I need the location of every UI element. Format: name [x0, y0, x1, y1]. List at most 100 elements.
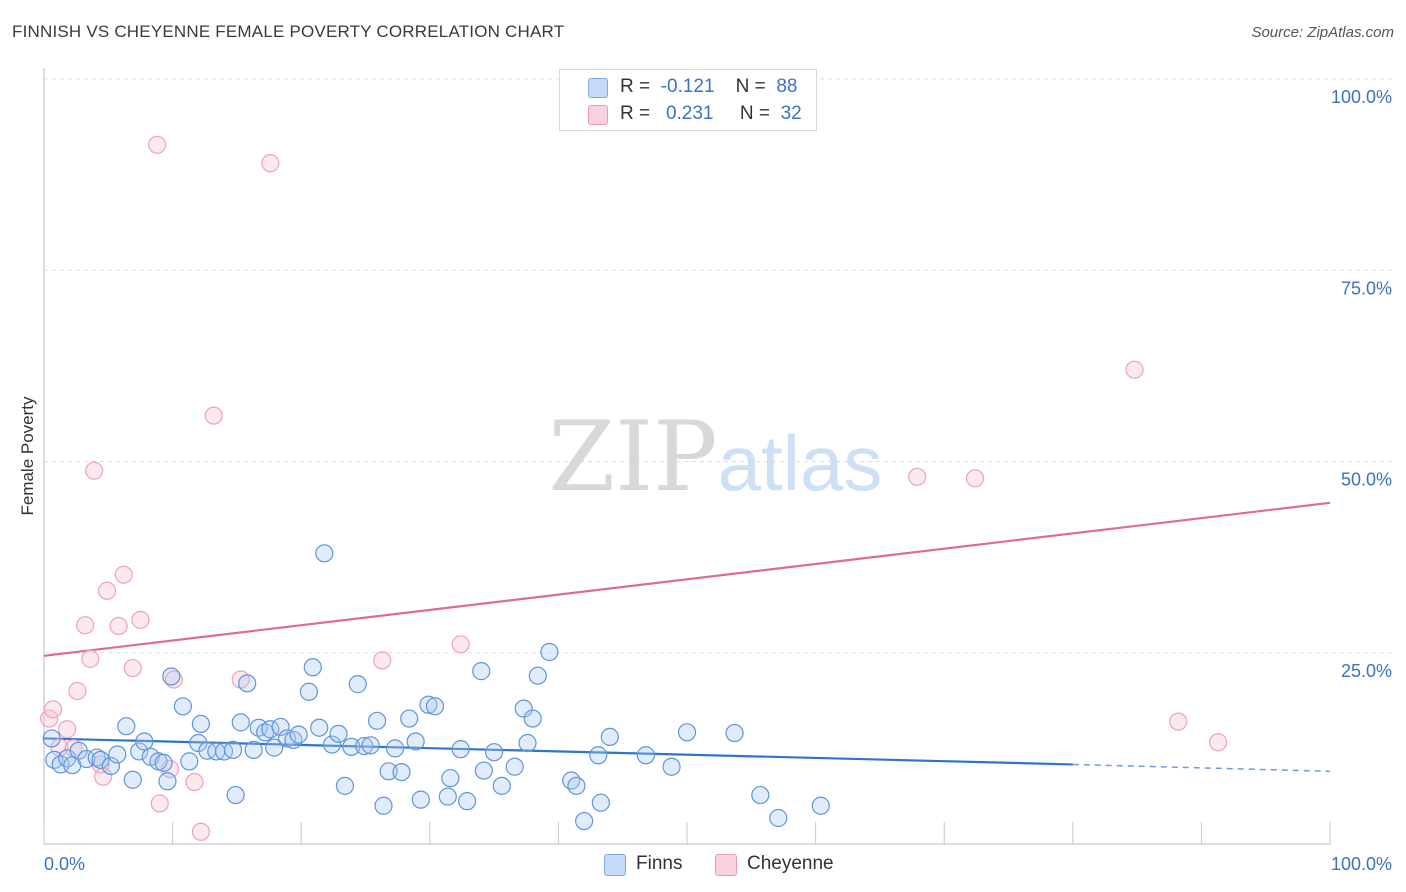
point-finns: [173, 697, 192, 716]
point-finns: [123, 770, 142, 789]
point-finns: [492, 776, 511, 795]
point-cheyenne: [1125, 360, 1144, 379]
legend-r-label: R =: [620, 76, 651, 97]
point-finns: [528, 666, 547, 685]
point-finns: [540, 642, 559, 662]
y-axis-tick-labels: 25.0% 50.0% 75.0% 100.0%: [1331, 87, 1392, 681]
point-cheyenne: [1209, 733, 1228, 752]
point-finns: [725, 723, 744, 743]
point-finns: [271, 717, 290, 737]
y-tick-label: 75.0%: [1341, 278, 1392, 298]
point-finns: [662, 757, 681, 776]
point-cheyenne: [68, 681, 87, 701]
point-finns: [567, 776, 586, 795]
point-finns: [158, 772, 177, 791]
point-finns: [472, 662, 491, 681]
legend-n-value: 88: [776, 76, 798, 97]
point-finns: [244, 740, 263, 760]
point-finns: [223, 740, 243, 760]
point-finns: [91, 750, 110, 769]
bottom-legend-swatch-cheyenne: [715, 854, 737, 876]
point-cheyenne: [373, 651, 392, 670]
point-finns: [589, 746, 608, 765]
point-cheyenne: [191, 822, 210, 841]
point-finns: [677, 723, 697, 742]
point-finns: [329, 724, 348, 743]
point-finns: [231, 713, 250, 732]
point-finns: [315, 544, 334, 563]
bottom-legend-swatch-finns: [604, 854, 626, 876]
point-finns: [154, 753, 173, 773]
point-finns: [514, 699, 533, 718]
point-finns: [299, 682, 319, 701]
point-finns: [238, 674, 257, 693]
point-finns: [457, 792, 477, 811]
point-finns: [342, 737, 361, 756]
y-tick-label: 50.0%: [1341, 470, 1392, 490]
trend-line-cheyenne: [43, 501, 1331, 657]
point-cheyenne: [164, 670, 183, 689]
point-finns: [249, 718, 268, 737]
point-finns: [518, 733, 537, 753]
point-finns: [277, 729, 297, 748]
point-finns: [451, 740, 470, 759]
point-finns: [322, 735, 342, 754]
point-finns: [101, 756, 120, 776]
point-cheyenne: [148, 135, 167, 154]
trend-line-finns-extension: [1072, 763, 1331, 773]
point-cheyenne: [109, 616, 128, 636]
point-cheyenne: [908, 467, 927, 486]
point-finns: [284, 730, 303, 750]
point-finns: [751, 785, 770, 805]
point-finns: [419, 695, 438, 714]
point-cheyenne: [965, 469, 985, 488]
point-finns: [130, 742, 149, 761]
point-finns: [575, 811, 594, 831]
point-cheyenne: [76, 616, 95, 635]
point-finns: [310, 718, 329, 737]
legend-swatch-finns: [588, 78, 608, 98]
point-finns: [406, 732, 425, 751]
point-cheyenne: [40, 709, 59, 728]
point-finns: [385, 739, 405, 758]
legend-n-value: 32: [780, 103, 802, 124]
point-finns: [438, 787, 457, 806]
point-finns: [600, 727, 619, 747]
point-finns: [335, 776, 355, 795]
x-tick-label-min: 0.0%: [44, 854, 85, 874]
bottom-legend-label-finns: Finns: [636, 853, 683, 874]
point-finns: [562, 771, 581, 790]
point-cheyenne: [123, 658, 142, 678]
point-finns: [411, 790, 430, 809]
point-finns: [214, 742, 234, 761]
legend-r-value: -0.121: [660, 76, 715, 97]
point-finns: [303, 658, 322, 677]
y-tick-label: 25.0%: [1341, 661, 1392, 681]
point-cheyenne: [81, 649, 100, 668]
legend: R = -0.121 N = 88 R = 0.231 N = 32: [559, 69, 817, 131]
point-cheyenne: [97, 581, 117, 600]
point-finns: [374, 796, 393, 815]
point-finns: [505, 757, 524, 776]
point-cheyenne: [58, 720, 77, 739]
point-finns: [367, 711, 387, 730]
point-cheyenne: [451, 635, 470, 654]
y-axis-label: Female Poverty: [18, 396, 37, 516]
point-cheyenne: [43, 700, 63, 719]
point-finns: [485, 743, 504, 762]
legend-r-value: 0.231: [665, 103, 714, 124]
point-finns: [108, 745, 127, 764]
point-finns: [811, 796, 830, 815]
point-finns: [289, 725, 308, 744]
point-finns: [769, 808, 788, 828]
point-finns: [226, 785, 245, 805]
point-finns: [348, 675, 367, 694]
point-cheyenne: [204, 406, 223, 425]
point-cheyenne: [85, 461, 104, 480]
x-tick-label-max: 100.0%: [1331, 854, 1392, 874]
point-finns: [42, 729, 61, 748]
point-finns: [474, 761, 493, 780]
legend-r-label: R =: [620, 103, 651, 124]
legend-swatch-cheyenne: [588, 105, 608, 125]
